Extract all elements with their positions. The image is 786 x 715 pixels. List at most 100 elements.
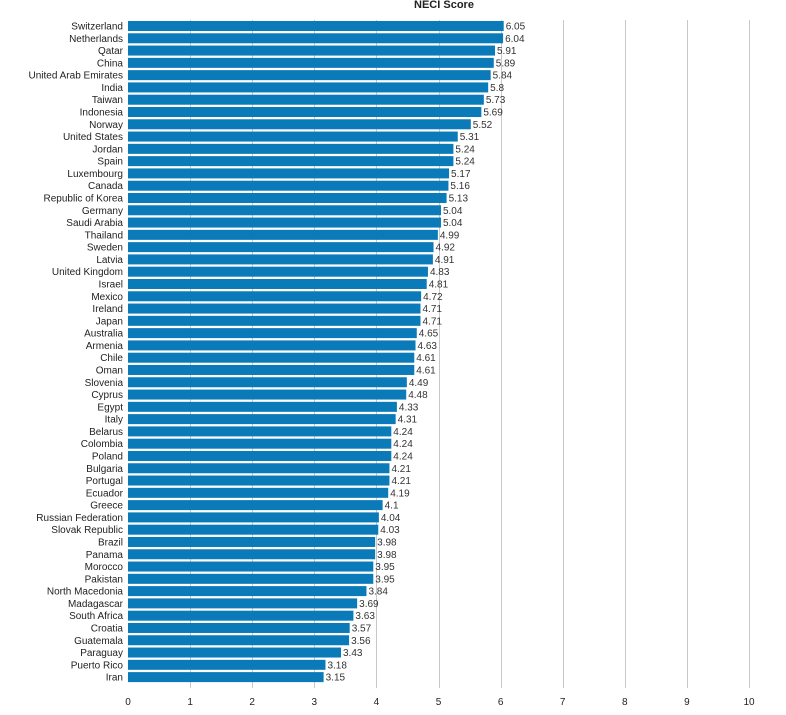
x-tick-3: 3 (312, 697, 318, 708)
value-label-3: 5.89 (496, 58, 516, 69)
x-tick-4: 4 (374, 697, 380, 708)
bar-34 (128, 438, 392, 449)
category-label-1: Netherlands (69, 34, 123, 45)
category-label-48: South Africa (69, 611, 123, 622)
bar-24 (128, 315, 421, 326)
category-label-20: United Kingdom (52, 267, 123, 278)
category-label-2: Qatar (98, 46, 124, 57)
category-label-38: Ecuador (86, 488, 124, 499)
bar-40 (128, 512, 379, 523)
value-label-35: 4.24 (393, 451, 413, 462)
value-label-6: 5.73 (486, 95, 506, 106)
category-label-34: Colombia (81, 439, 124, 450)
category-label-4: United Arab Emirates (29, 71, 124, 82)
gridlines (190, 20, 750, 688)
bar-31 (128, 401, 397, 412)
value-label-32: 4.31 (398, 415, 418, 426)
bar-46 (128, 586, 367, 597)
category-label-53: Iran (106, 673, 123, 684)
value-label-24: 4.71 (422, 316, 442, 327)
category-label-28: Oman (96, 365, 123, 376)
category-label-52: Puerto Rico (71, 660, 124, 671)
x-tick-1: 1 (187, 697, 193, 708)
category-label-43: Panama (86, 550, 124, 561)
category-label-51: Paraguay (80, 648, 123, 659)
value-label-20: 4.83 (430, 267, 450, 278)
value-label-22: 4.72 (423, 292, 443, 303)
value-label-42: 3.98 (377, 537, 397, 548)
value-label-36: 4.21 (391, 464, 411, 475)
bar-51 (128, 647, 342, 658)
value-label-49: 3.57 (352, 623, 372, 634)
value-label-19: 4.91 (435, 255, 455, 266)
bar-5 (128, 82, 489, 93)
bar-32 (128, 414, 396, 425)
category-label-45: Pakistan (85, 574, 123, 585)
bar-10 (128, 143, 454, 154)
bar-37 (128, 475, 390, 486)
x-tick-6: 6 (498, 697, 504, 708)
bar-27 (128, 352, 415, 363)
bar-15 (128, 205, 441, 216)
bar-18 (128, 242, 434, 253)
category-label-19: Latvia (96, 255, 123, 266)
category-label-36: Bulgaria (86, 464, 123, 475)
bar-7 (128, 106, 482, 117)
category-label-30: Cyprus (91, 390, 123, 401)
category-label-10: Jordan (92, 144, 123, 155)
bar-33 (128, 426, 392, 437)
value-label-14: 5.13 (449, 193, 469, 204)
category-label-5: India (101, 83, 123, 94)
value-label-17: 4.99 (440, 230, 460, 241)
category-label-40: Russian Federation (36, 513, 123, 524)
category-label-33: Belarus (89, 427, 123, 438)
bar-28 (128, 364, 415, 375)
bar-13 (128, 180, 449, 191)
value-label-11: 5.24 (455, 157, 475, 168)
bar-52 (128, 659, 326, 670)
value-label-45: 3.95 (375, 574, 395, 585)
category-label-8: Norway (89, 120, 123, 131)
category-label-0: Switzerland (71, 22, 123, 33)
category-label-24: Japan (96, 316, 123, 327)
category-label-14: Republic of Korea (44, 193, 124, 204)
bar-53 (128, 672, 324, 683)
bar-30 (128, 389, 407, 400)
bar-11 (128, 156, 454, 167)
bar-36 (128, 463, 390, 474)
bar-45 (128, 573, 374, 584)
value-label-30: 4.48 (408, 390, 428, 401)
value-label-16: 5.04 (443, 218, 463, 229)
bar-0 (128, 21, 504, 31)
value-label-50: 3.56 (351, 636, 371, 647)
category-label-41: Slovak Republic (51, 525, 123, 536)
category-label-37: Portugal (86, 476, 123, 487)
category-label-7: Indonesia (80, 107, 124, 118)
value-label-21: 4.81 (429, 279, 449, 290)
value-label-46: 3.84 (368, 587, 388, 598)
category-label-49: Croatia (91, 623, 124, 634)
value-label-10: 5.24 (455, 144, 475, 155)
value-label-47: 3.69 (359, 599, 379, 610)
bar-6 (128, 94, 484, 105)
value-label-34: 4.24 (393, 439, 413, 450)
category-label-21: Israel (99, 279, 123, 290)
bar-35 (128, 450, 392, 461)
category-label-47: Madagascar (68, 599, 124, 610)
bar-23 (128, 303, 421, 314)
x-tick-2: 2 (249, 697, 255, 708)
category-label-35: Poland (92, 451, 123, 462)
value-label-4: 5.84 (493, 71, 513, 82)
category-label-9: United States (63, 132, 123, 143)
bar-49 (128, 622, 350, 633)
category-label-42: Brazil (98, 537, 123, 548)
x-tick-9: 9 (684, 697, 690, 708)
category-label-17: Thailand (85, 230, 123, 241)
category-label-29: Slovenia (85, 378, 124, 389)
bar-21 (128, 278, 427, 289)
x-tick-5: 5 (436, 697, 442, 708)
x-tick-8: 8 (622, 697, 628, 708)
bar-9 (128, 131, 458, 142)
value-label-38: 4.19 (390, 488, 410, 499)
category-label-44: Morocco (85, 562, 124, 573)
